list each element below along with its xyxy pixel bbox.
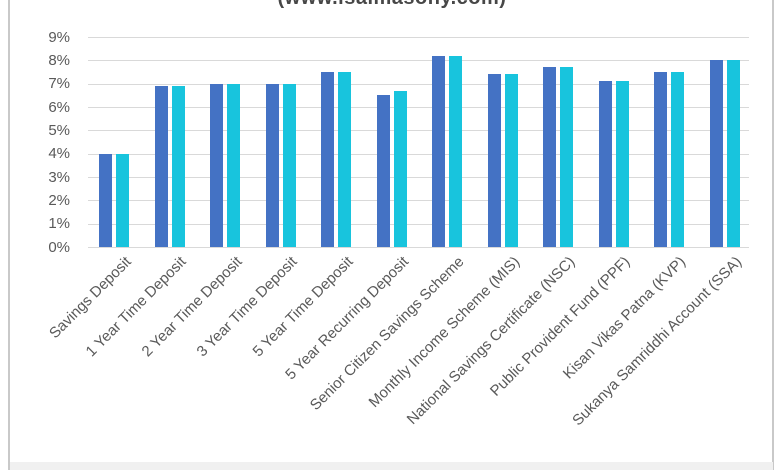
gridline-9%	[88, 37, 749, 38]
bar-blue-10	[598, 81, 612, 247]
bar-cyan-6	[393, 90, 407, 247]
y-axis-tick-label: 7%	[48, 75, 70, 93]
chart-title: (www.isaimasony.com)	[10, 0, 774, 9]
y-axis-tick-label: 8%	[48, 51, 70, 69]
bar-blue-2	[154, 86, 168, 247]
gridline-8%	[88, 60, 749, 62]
gridline-4%	[88, 153, 749, 155]
gridline-6%	[88, 107, 749, 108]
bar-cyan-7	[449, 55, 462, 247]
x-axis-label-3: 2 Year Time Deposit	[138, 253, 246, 361]
bar-blue-4	[265, 83, 279, 247]
bottom-strip	[10, 462, 773, 470]
bar-blue-9	[543, 67, 556, 247]
y-axis-tick-label: 9%	[48, 28, 70, 46]
bar-cyan-10	[615, 81, 629, 247]
gridline-1%	[88, 223, 749, 225]
bar-blue-8	[487, 74, 501, 247]
bar-cyan-2	[171, 86, 185, 247]
bar-blue-11	[654, 72, 667, 247]
bar-cyan-1	[116, 153, 129, 247]
bar-blue-7	[432, 55, 445, 247]
bar-blue-12	[709, 60, 723, 247]
bar-blue-3	[210, 83, 223, 247]
x-axis-label-4: 3 Year Time Deposit	[193, 253, 301, 361]
bar-cyan-9	[560, 67, 573, 247]
gridline-5%	[88, 130, 749, 132]
y-axis-tick-label: 1%	[48, 215, 70, 233]
x-axis-label-5: 5 Year Time Deposit	[249, 253, 357, 361]
bar-cyan-12	[726, 60, 740, 247]
bar-blue-5	[321, 72, 334, 247]
bar-cyan-8	[504, 74, 518, 247]
gridline-3%	[88, 177, 749, 178]
bar-blue-6	[376, 95, 390, 247]
y-axis-tick-label: 4%	[48, 145, 70, 163]
gridline-7%	[88, 83, 749, 85]
bar-cyan-5	[338, 72, 351, 247]
bar-cyan-3	[227, 83, 240, 247]
x-axis-label-2: 1 Year Time Deposit	[82, 253, 190, 361]
y-axis-tick-label: 3%	[48, 168, 70, 186]
bar-blue-1	[99, 153, 112, 247]
bar-cyan-11	[671, 72, 684, 247]
y-axis-tick-label: 5%	[48, 121, 70, 139]
gridline-2%	[88, 200, 749, 202]
y-axis-tick-label: 6%	[48, 98, 70, 116]
y-axis-tick-label: 0%	[48, 238, 70, 256]
bar-cyan-4	[282, 83, 296, 247]
y-axis-tick-label: 2%	[48, 191, 70, 209]
gridline-0%	[88, 247, 749, 248]
